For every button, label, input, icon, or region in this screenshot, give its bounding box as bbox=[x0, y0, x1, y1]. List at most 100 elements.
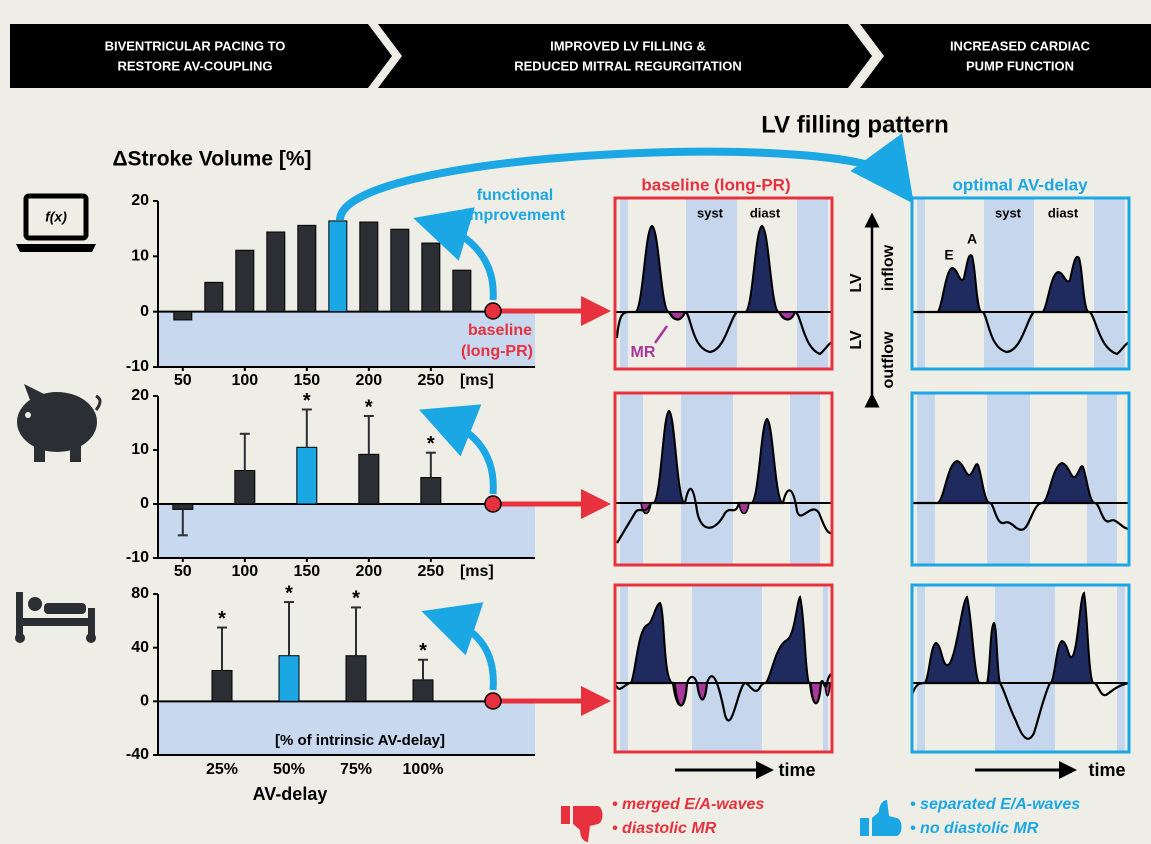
significance-star: * bbox=[303, 390, 311, 412]
waveform-panel: syst diast MR bbox=[613, 196, 834, 371]
y-tick-label: 80 bbox=[131, 585, 149, 602]
x-tick-label: 75% bbox=[340, 761, 372, 778]
flow-label: inflow bbox=[880, 244, 897, 291]
time-label: time bbox=[1088, 760, 1125, 780]
significance-star: * bbox=[218, 608, 226, 630]
significance-star: * bbox=[352, 588, 360, 610]
y-tick-label: 10 bbox=[131, 441, 149, 458]
x-tick-label: 50 bbox=[174, 563, 192, 580]
waveform-panel bbox=[910, 583, 1131, 754]
charts: -10 0 10 20 50 100 150 200 250 [ms] -10 0 10 20 50 100 1… bbox=[126, 192, 535, 804]
waveform-panel bbox=[613, 391, 834, 567]
banner-text: INCREASED CARDIAC bbox=[950, 38, 1091, 53]
bar bbox=[452, 269, 472, 313]
x-tick-label: 250 bbox=[417, 372, 444, 389]
x-tick-label: 250 bbox=[417, 563, 444, 580]
phase-label: syst bbox=[995, 205, 1022, 220]
bar bbox=[358, 453, 380, 505]
bullet: • merged E/A-waves bbox=[612, 796, 764, 813]
bar bbox=[412, 679, 434, 702]
y-tick-label: 40 bbox=[131, 639, 149, 656]
flow-axis: LV inflow LV outflow bbox=[848, 212, 897, 408]
baseline-label: baseline bbox=[468, 322, 532, 339]
flow-label: LV bbox=[848, 330, 865, 350]
bar bbox=[278, 655, 300, 702]
phase-label: diast bbox=[750, 205, 781, 220]
thumbs-down bbox=[561, 806, 603, 842]
panel-title: optimal AV-delay bbox=[952, 175, 1088, 194]
x-unit: [ms] bbox=[460, 372, 494, 389]
bar bbox=[420, 477, 442, 505]
bar bbox=[173, 311, 193, 321]
x-unit: [ms] bbox=[460, 563, 494, 580]
panel-title: baseline (long-PR) bbox=[641, 175, 790, 194]
negative-region bbox=[158, 311, 535, 367]
x-label: AV-delay bbox=[253, 784, 328, 804]
arrow-label: improvement bbox=[465, 207, 566, 224]
negative-region bbox=[158, 504, 535, 558]
bar bbox=[390, 228, 410, 313]
thumbs-up bbox=[860, 800, 902, 836]
mr-label: MR bbox=[631, 344, 656, 361]
significance-star: * bbox=[285, 582, 293, 604]
bar bbox=[345, 655, 367, 702]
y-tick-label: 0 bbox=[140, 303, 149, 320]
x-tick-label: 150 bbox=[293, 372, 320, 389]
x-tick-label: 50% bbox=[273, 761, 305, 778]
laptop-icon: f(x) bbox=[16, 193, 96, 252]
bullet: • separated E/A-waves bbox=[910, 796, 1080, 813]
bar bbox=[266, 231, 286, 313]
x-tick-label: 100 bbox=[231, 372, 258, 389]
banner-text: REDUCED MITRAL REGURGITATION bbox=[514, 58, 742, 73]
banner-text: BIVENTRICULAR PACING TO bbox=[105, 38, 286, 53]
icon-label: f(x) bbox=[45, 209, 67, 225]
bar bbox=[234, 470, 256, 505]
y-tick-label: 0 bbox=[140, 495, 149, 512]
baseline-label: (long-PR) bbox=[461, 343, 533, 360]
pig-icon bbox=[17, 384, 102, 462]
flow-label: LV bbox=[848, 273, 865, 293]
x-tick-label: 25% bbox=[206, 761, 238, 778]
y-tick-label: 10 bbox=[131, 248, 149, 265]
x-tick-label: 150 bbox=[293, 563, 320, 580]
significance-star: * bbox=[365, 396, 373, 418]
bar bbox=[172, 503, 194, 510]
y-tick-label: -10 bbox=[126, 358, 149, 375]
lv-title: LV filling pattern bbox=[761, 111, 949, 138]
banner-text: IMPROVED LV FILLING & bbox=[550, 38, 706, 53]
y-tick-label: 20 bbox=[131, 387, 149, 404]
bed-icon bbox=[15, 592, 96, 643]
bar bbox=[204, 281, 224, 313]
y-tick-label: -40 bbox=[126, 746, 149, 763]
bar bbox=[211, 669, 233, 702]
y-title: ΔStroke Volume [%] bbox=[112, 148, 311, 171]
flow-label: outflow bbox=[880, 331, 897, 388]
waveform-panel: syst diast E A bbox=[910, 196, 1131, 371]
bar bbox=[359, 221, 379, 313]
waveform-panel bbox=[613, 583, 834, 754]
x-tick-label: 100% bbox=[403, 761, 444, 778]
y-tick-label: -10 bbox=[126, 549, 149, 566]
bar bbox=[235, 249, 255, 313]
bar bbox=[296, 446, 318, 505]
axis-note: [% of intrinsic AV-delay] bbox=[275, 732, 445, 749]
wave-label: A bbox=[967, 231, 977, 247]
banner-text: PUMP FUNCTION bbox=[966, 58, 1074, 73]
phase-label: syst bbox=[697, 205, 724, 220]
bullet: • diastolic MR bbox=[612, 820, 717, 837]
bullet: • no diastolic MR bbox=[910, 820, 1039, 837]
x-tick-label: 100 bbox=[231, 563, 258, 580]
significance-star: * bbox=[427, 433, 435, 455]
banner-text: RESTORE AV-COUPLING bbox=[117, 58, 272, 73]
bar bbox=[297, 224, 317, 313]
wave-label: E bbox=[944, 247, 953, 263]
flow-arrow bbox=[336, 133, 915, 221]
x-tick-label: 200 bbox=[355, 372, 382, 389]
x-tick-label: 200 bbox=[355, 563, 382, 580]
waveform-panel bbox=[910, 391, 1131, 567]
bar bbox=[421, 242, 441, 313]
bar bbox=[328, 220, 348, 313]
phase-label: diast bbox=[1048, 205, 1079, 220]
negative-region bbox=[158, 701, 535, 755]
